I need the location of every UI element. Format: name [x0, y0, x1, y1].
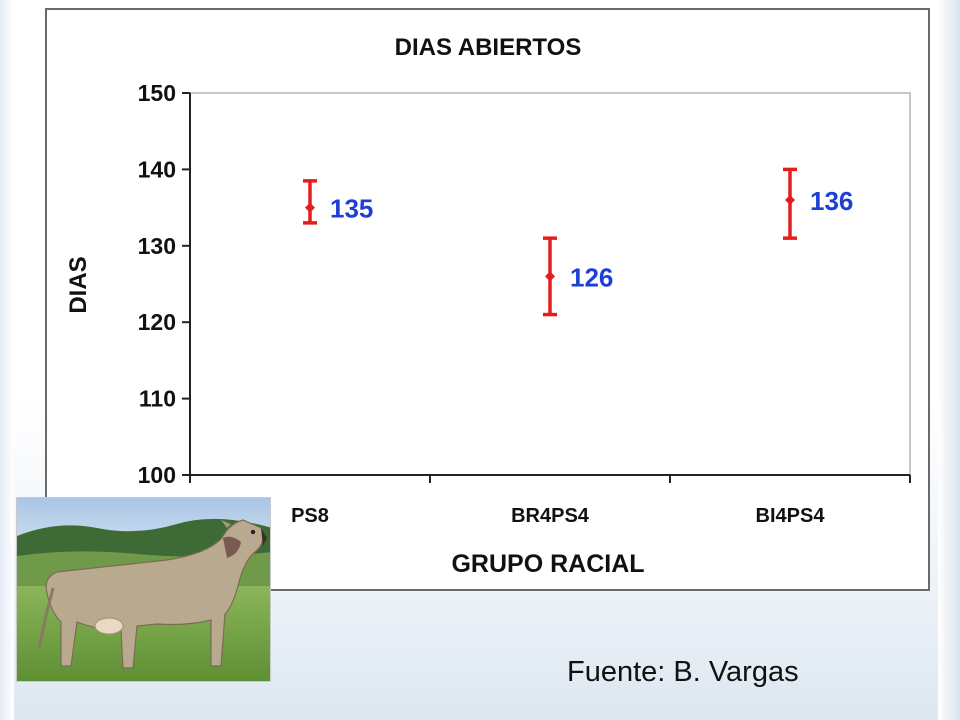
source-caption: Fuente: B. Vargas [567, 656, 799, 688]
y-axis-label: DIAS [65, 256, 92, 313]
data-label: 135 [330, 194, 373, 224]
y-tick-label: 100 [138, 462, 176, 488]
slide-edge-right [938, 0, 960, 720]
data-point [305, 202, 315, 213]
x-tick-label: BR4PS4 [511, 505, 590, 527]
x-axis-label: GRUPO RACIAL [451, 550, 644, 578]
y-tick-label: 140 [138, 156, 176, 182]
data-point [785, 194, 795, 205]
y-tick-label: 130 [138, 233, 176, 259]
y-tick-label: 120 [138, 309, 176, 335]
chart-title: DIAS ABIERTOS [395, 34, 582, 61]
y-tick-label: 150 [138, 80, 176, 106]
data-label: 136 [810, 186, 853, 216]
data-point [545, 271, 555, 282]
y-tick-label: 110 [139, 386, 176, 412]
data-label: 126 [570, 262, 613, 292]
x-tick-label: BI4PS4 [756, 505, 826, 527]
chart-frame [45, 8, 930, 591]
slide-edge-left [0, 0, 14, 720]
x-tick-label: PS8 [291, 505, 329, 527]
cow-photo [16, 497, 271, 682]
